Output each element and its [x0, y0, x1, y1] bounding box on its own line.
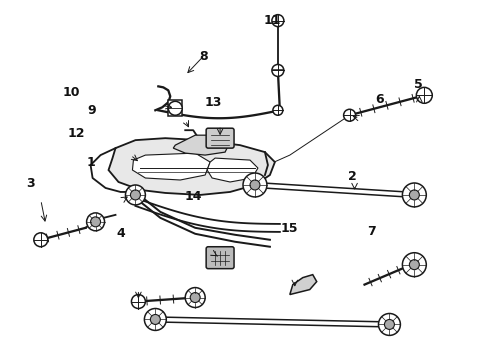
Text: 4: 4: [116, 227, 125, 240]
Circle shape: [343, 109, 356, 121]
Text: 1: 1: [87, 156, 96, 168]
Circle shape: [145, 309, 166, 330]
Circle shape: [130, 190, 141, 200]
Circle shape: [243, 173, 267, 197]
Text: 15: 15: [280, 222, 298, 235]
Circle shape: [91, 217, 100, 227]
FancyBboxPatch shape: [206, 247, 234, 269]
Text: 3: 3: [26, 177, 34, 190]
Circle shape: [272, 15, 284, 27]
Circle shape: [150, 315, 160, 324]
Circle shape: [34, 233, 48, 247]
Text: 11: 11: [263, 14, 281, 27]
FancyBboxPatch shape: [206, 128, 234, 148]
Text: 2: 2: [348, 170, 357, 183]
Text: 6: 6: [375, 93, 384, 106]
Circle shape: [190, 293, 200, 302]
Circle shape: [409, 260, 419, 270]
Polygon shape: [132, 153, 210, 180]
Text: 10: 10: [63, 86, 80, 99]
Polygon shape: [173, 135, 230, 155]
Circle shape: [402, 183, 426, 207]
Circle shape: [272, 64, 284, 76]
Text: 12: 12: [68, 127, 85, 140]
Text: 9: 9: [87, 104, 96, 117]
Text: 13: 13: [205, 96, 222, 109]
Polygon shape: [207, 158, 258, 182]
Circle shape: [416, 87, 432, 103]
Text: 5: 5: [414, 78, 423, 91]
Text: 7: 7: [368, 225, 376, 238]
Polygon shape: [290, 275, 317, 294]
Circle shape: [131, 294, 146, 309]
Circle shape: [250, 180, 260, 190]
Circle shape: [185, 288, 205, 307]
Text: 14: 14: [185, 190, 202, 203]
Circle shape: [168, 101, 182, 115]
Circle shape: [385, 319, 394, 329]
Circle shape: [402, 253, 426, 276]
Circle shape: [409, 190, 419, 200]
Circle shape: [125, 185, 146, 205]
Text: 8: 8: [199, 50, 208, 63]
Circle shape: [378, 314, 400, 336]
Polygon shape: [108, 138, 275, 195]
Circle shape: [87, 213, 104, 231]
Circle shape: [273, 105, 283, 115]
Polygon shape: [168, 100, 182, 116]
